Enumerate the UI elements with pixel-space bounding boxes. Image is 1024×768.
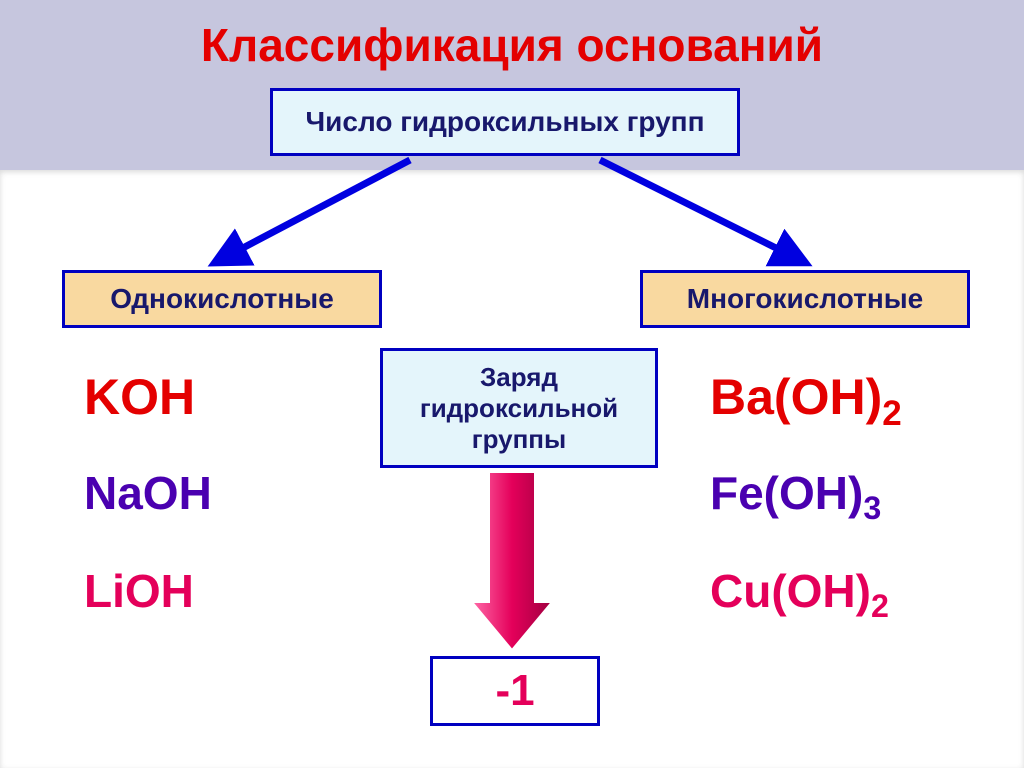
formula: Cu(OH)2 bbox=[710, 564, 889, 625]
formula: KOH bbox=[84, 368, 195, 426]
box-root: Число гидроксильных групп bbox=[270, 88, 740, 156]
formula: NaOH bbox=[84, 466, 212, 520]
box-center: Заряд гидроксильной группы bbox=[380, 348, 658, 468]
formula: Ba(OH)2 bbox=[710, 368, 902, 434]
box-root-label: Число гидроксильных групп bbox=[305, 106, 704, 138]
box-left-label: Однокислотные bbox=[110, 283, 334, 315]
box-right-category: Многокислотные bbox=[640, 270, 970, 328]
box-result: -1 bbox=[430, 656, 600, 726]
formula: Fe(OH)3 bbox=[710, 466, 881, 527]
formula: LiOH bbox=[84, 564, 194, 618]
slide-canvas: Классификация оснований Число гидроксиль… bbox=[0, 0, 1024, 768]
box-right-label: Многокислотные bbox=[687, 283, 923, 315]
slide-title: Классификация оснований bbox=[0, 18, 1024, 72]
box-result-label: -1 bbox=[495, 666, 534, 716]
box-left-category: Однокислотные bbox=[62, 270, 382, 328]
box-center-label: Заряд гидроксильной группы bbox=[420, 362, 618, 455]
